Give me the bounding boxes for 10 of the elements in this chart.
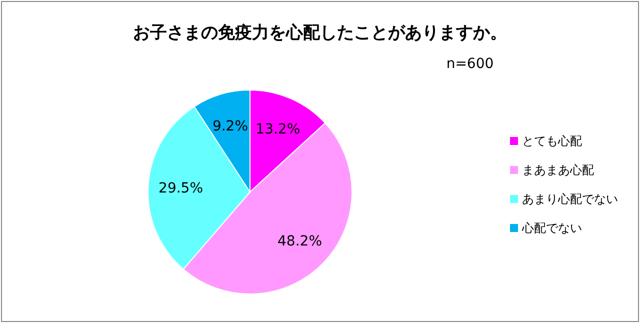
chart-title: お子さまの免疫力を心配したことがありますか。 [133, 23, 507, 43]
data-label: 13.2% [256, 122, 300, 138]
legend-label: とても心配 [522, 134, 582, 148]
data-label: 48.2% [278, 233, 322, 250]
legend-label: あまり心配でない [522, 192, 618, 206]
data-label: 9.2% [212, 118, 248, 135]
data-label: 29.5% [158, 180, 204, 196]
legend-label: まあまあ心配 [522, 163, 594, 177]
text: n=600 [446, 56, 494, 72]
legend-label: 心配でない [521, 221, 582, 235]
